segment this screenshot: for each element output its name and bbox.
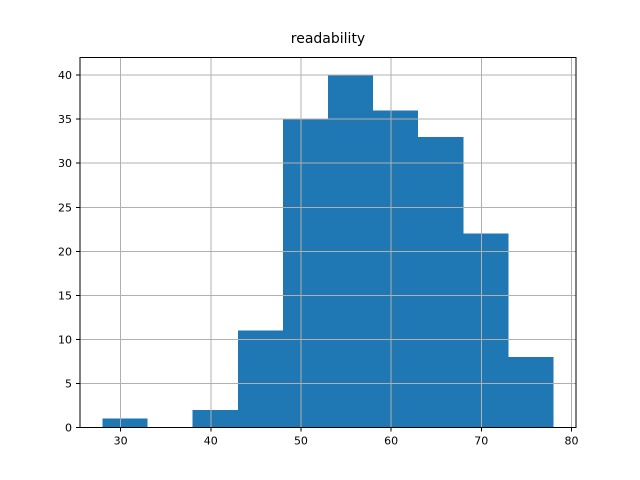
x-tick-label: 50 <box>294 435 308 448</box>
y-tick-label: 30 <box>58 157 72 170</box>
y-tick-label: 5 <box>65 377 72 390</box>
chart-title: readability <box>290 31 366 47</box>
histogram-bar <box>508 357 554 428</box>
histogram-bar <box>463 233 509 428</box>
y-tick-label: 25 <box>58 201 72 214</box>
y-tick-label: 40 <box>58 69 72 82</box>
x-tick-label: 80 <box>564 435 578 448</box>
histogram-bar <box>237 330 283 428</box>
y-tick-label: 20 <box>58 245 72 258</box>
histogram-bar <box>192 409 238 428</box>
y-tick-label: 0 <box>65 422 72 435</box>
x-tick-label: 70 <box>474 435 488 448</box>
axes-spines <box>79 57 577 428</box>
y-tick-label: 15 <box>58 289 72 302</box>
y-tick-label: 10 <box>58 333 72 346</box>
histogram-bar <box>282 119 328 428</box>
histogram-bar <box>418 136 464 428</box>
y-tick-label: 35 <box>58 113 72 126</box>
x-tick-label: 40 <box>204 435 218 448</box>
x-tick-label: 60 <box>384 435 398 448</box>
histogram-bar <box>373 110 419 428</box>
x-tick-label: 30 <box>114 435 128 448</box>
histogram-bar <box>102 418 148 428</box>
